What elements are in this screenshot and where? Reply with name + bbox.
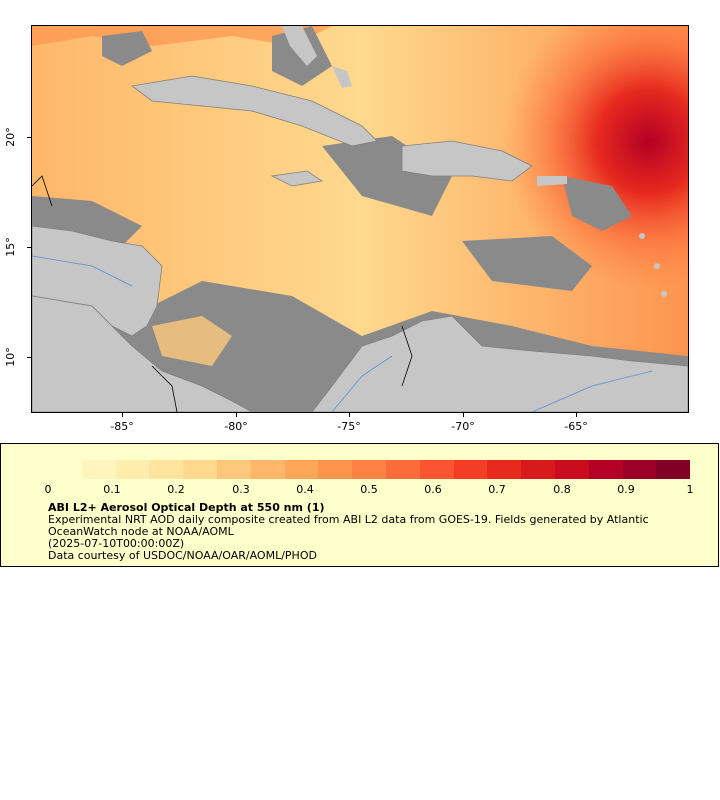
cloud-patch [462,236,592,291]
lon-tick [236,413,237,417]
colorbar-tick-label: 0.6 [424,483,442,496]
colorbar-tick-label: 0.1 [103,483,121,496]
land-antilles [654,263,660,269]
colorbar-tick-label: 0.3 [232,483,250,496]
colorbar-tick-label: 0.9 [617,483,635,496]
longitude-label: -80° [224,420,248,433]
colorbar-tick-label: 0.4 [296,483,314,496]
colorbar-swatch [318,460,353,479]
land-cuba [131,75,378,147]
colorbar-swatch [419,460,454,479]
colorbar-tick-label: 0.8 [553,483,571,496]
lat-tick [27,357,31,358]
colorbar-tick-label: 0.7 [488,483,506,496]
land-bahamas [332,66,352,88]
colorbar-swatch [216,460,251,479]
colorbar-swatch [487,460,522,479]
colorbar-swatch [48,460,82,479]
legend-description: Experimental NRT AOD daily composite cre… [48,513,649,538]
colorbar-swatch [250,460,285,479]
colorbar-swatch [453,460,488,479]
aod-map [31,25,689,413]
lon-tick [349,413,350,417]
river [331,355,393,412]
legend-credit: Data courtesy of USDOC/NOAA/OAR/AOML/PHO… [48,549,317,562]
colorbar-swatch [115,460,150,479]
longitude-label: -70° [451,420,475,433]
cloud-patch [102,31,152,66]
colorbar-swatch [284,460,319,479]
longitude-label: -75° [337,420,361,433]
colorbar-tick-label: 1 [686,483,694,496]
lon-tick [122,413,123,417]
land-jamaica [270,170,324,187]
colorbar-swatch [81,460,116,479]
legend-time: (2025-07-10T00:00:00Z) [48,537,185,550]
river [531,370,653,412]
longitude-label: -65° [564,420,588,433]
longitude-label: -85° [110,420,134,433]
land-antilles [639,233,645,239]
colorbar-swatch [622,460,657,479]
legend-panel: 0 0.1 0.2 0.3 0.4 0.5 0.6 0.7 0.8 0.9 1 … [0,443,719,567]
latitude-label: 20° [4,127,17,147]
lon-tick [576,413,577,417]
colorbar-swatch [554,460,589,479]
land-central-america-south [32,295,253,412]
colorbar-swatch [352,460,386,479]
border-line [401,325,413,387]
land-south-america [311,315,688,412]
aod-north-band [32,26,332,46]
colorbar-swatch [588,460,623,479]
colorbar-swatch [183,460,217,479]
coastline [32,175,53,207]
aod-map-canvas [32,26,688,412]
aod-field-patch [152,316,232,366]
legend-title: ABI L2+ Aerosol Optical Depth at 550 nm … [48,501,325,514]
lat-tick [27,137,31,138]
land-florida [282,26,317,66]
colorbar-swatch [149,460,184,479]
colorbar-tick-label: 0.5 [360,483,378,496]
land-antilles [661,291,667,297]
lat-tick [27,247,31,248]
river [32,255,133,287]
land-hispaniola [401,140,533,182]
colorbar-tick-label: 0.2 [167,483,185,496]
cloud-patch [562,176,632,231]
border-line [151,365,178,412]
latitude-label: 10° [4,347,17,367]
colorbar-tick-label: 0 [44,483,52,496]
colorbar-swatch [656,460,691,479]
colorbar-swatch [521,460,555,479]
colorbar-swatch [385,460,420,479]
lon-tick [463,413,464,417]
latitude-label: 15° [4,237,17,257]
land-puerto-rico [537,176,567,186]
colorbar [48,460,691,479]
